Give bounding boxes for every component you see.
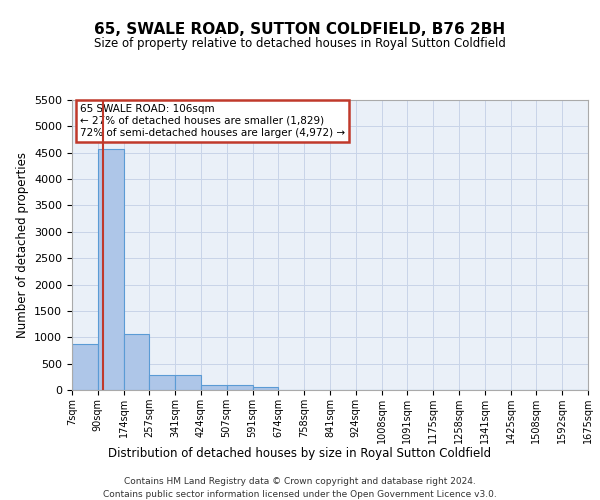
Bar [124,334,149,390]
Text: 65 SWALE ROAD: 106sqm
← 27% of detached houses are smaller (1,829)
72% of semi-d: 65 SWALE ROAD: 106sqm ← 27% of detached … [80,104,345,138]
Bar [98,149,124,390]
Text: Distribution of detached houses by size in Royal Sutton Coldfield: Distribution of detached houses by size … [109,448,491,460]
Bar [149,374,175,390]
Text: 65, SWALE ROAD, SUTTON COLDFIELD, B76 2BH: 65, SWALE ROAD, SUTTON COLDFIELD, B76 2B… [94,22,506,38]
Bar [72,344,98,390]
Bar [201,386,227,390]
Text: Contains HM Land Registry data © Crown copyright and database right 2024.: Contains HM Land Registry data © Crown c… [124,478,476,486]
Bar [175,374,201,390]
Text: Size of property relative to detached houses in Royal Sutton Coldfield: Size of property relative to detached ho… [94,38,506,51]
Y-axis label: Number of detached properties: Number of detached properties [16,152,29,338]
Text: Contains public sector information licensed under the Open Government Licence v3: Contains public sector information licen… [103,490,497,499]
Bar [227,386,253,390]
Bar [253,388,278,390]
